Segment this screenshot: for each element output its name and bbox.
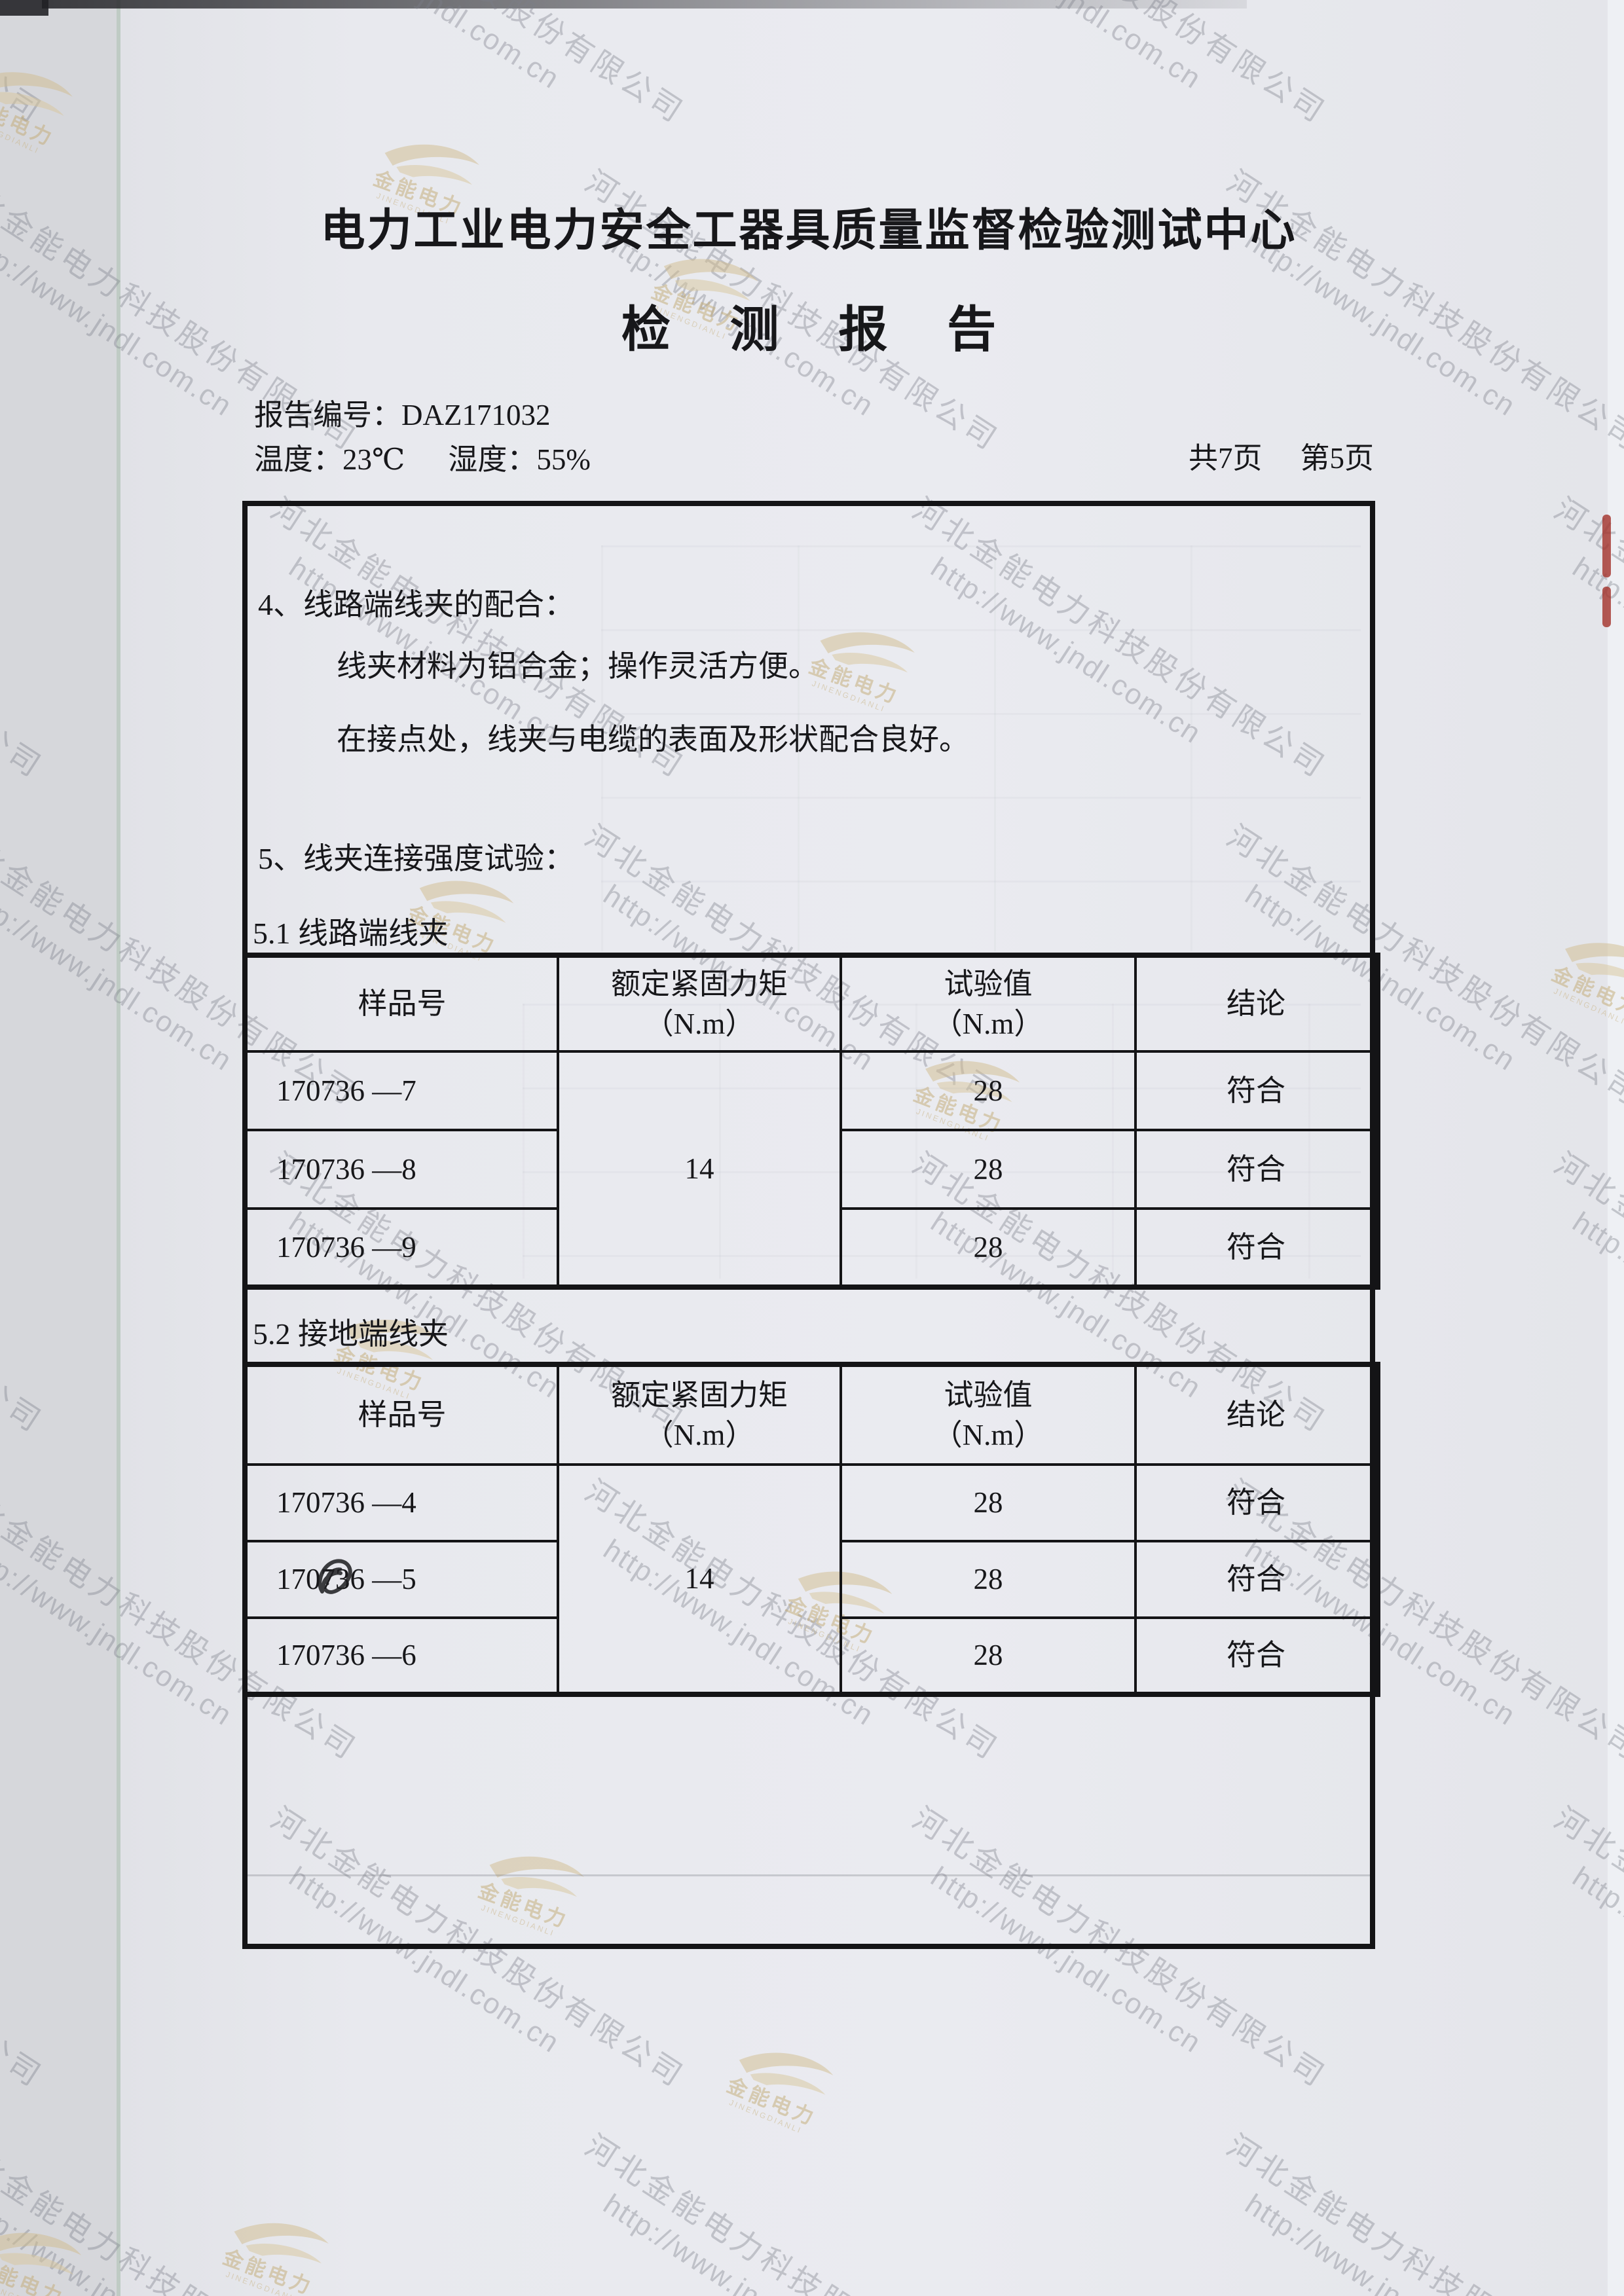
report-title: 检 测 报 告	[621, 303, 1020, 357]
report-number-line: 报告编号：DAZ171032	[254, 391, 551, 433]
sample-id: 170736 —4	[244, 1463, 559, 1542]
table-row: 170736 —5 28 符合	[244, 1540, 1379, 1619]
section5-2-label: 5.2 接地端线夹	[253, 1317, 449, 1351]
current-page: 第5页	[1300, 442, 1374, 475]
scan-top-edge-shadow	[42, 0, 1247, 9]
table-row: 170736 —8 28 符合	[244, 1129, 1379, 1210]
page-showthrough	[601, 545, 1361, 951]
table-row: 170736 —4 14 28 符合	[244, 1463, 1379, 1696]
line-end-clamp-table: 样品号 额定紧固力矩 （N.m） 试验值 （N.m） 结论 170736 —7 …	[242, 953, 1380, 1290]
section4-line1: 线夹材料为铝合金；操作灵活方便。	[337, 649, 819, 683]
sample-id: 170736 —6	[244, 1616, 559, 1696]
result-value: 符合	[1134, 1540, 1379, 1619]
scan-corner-shadow	[0, 0, 48, 16]
col-header-torque: 额定紧固力矩 （N.m）	[557, 954, 842, 1053]
test-value: 28	[840, 1050, 1137, 1131]
sample-id: 170736 —5	[244, 1540, 559, 1619]
col-header-test-line2: （N.m）	[932, 1007, 1044, 1040]
table-header-row: 样品号 额定紧固力矩 （N.m） 试验值 （N.m） 结论	[244, 954, 1379, 1053]
section4-title: 4、线路端线夹的配合：	[258, 588, 574, 621]
col-header-result: 结论	[1134, 1363, 1379, 1466]
col-header-torque-line1: 额定紧固力矩	[610, 1378, 788, 1412]
humidity-value: 湿度：55%	[448, 443, 591, 476]
ink-smudge	[318, 1559, 352, 1594]
rated-torque-value: 14	[557, 1463, 842, 1696]
col-header-sample: 样品号	[244, 954, 559, 1053]
page-indicator: 共7页 第5页	[1189, 434, 1374, 477]
report-content: 电力工业电力安全工器具质量监督检验测试中心 检 测 报 告 报告编号：DAZ17…	[242, 0, 1380, 2296]
col-header-torque: 额定紧固力矩 （N.m）	[557, 1363, 842, 1466]
section5-title: 5、线夹连接强度试验：	[258, 842, 574, 875]
ground-end-clamp-table: 样品号 额定紧固力矩 （N.m） 试验值 （N.m） 结论 170736 —4 …	[242, 1362, 1380, 1697]
result-value: 符合	[1134, 1050, 1379, 1131]
col-header-torque-line2: （N.m）	[644, 1007, 755, 1040]
col-header-torque-line2: （N.m）	[644, 1418, 755, 1451]
test-value: 28	[840, 1207, 1137, 1288]
sample-id: 170736 —7	[244, 1050, 559, 1131]
scan-left-margin	[0, 0, 117, 2296]
sample-id: 170736 —9	[244, 1207, 559, 1288]
result-value: 符合	[1134, 1463, 1379, 1542]
result-value: 符合	[1134, 1207, 1379, 1288]
red-ink-mark	[1602, 587, 1611, 627]
temperature-value: 温度：23℃	[254, 443, 405, 476]
col-header-result: 结论	[1134, 954, 1379, 1053]
table-row: 170736 —7 14 28 符合	[244, 1050, 1379, 1288]
test-value: 28	[840, 1463, 1137, 1542]
col-header-test-line1: 试验值	[944, 1378, 1033, 1412]
col-header-test-line1: 试验值	[944, 967, 1033, 1000]
result-value: 符合	[1134, 1616, 1379, 1696]
report-body-frame: 4、线路端线夹的配合： 线夹材料为铝合金；操作灵活方便。 在接点处，线夹与电缆的…	[242, 501, 1380, 1949]
total-pages: 共7页	[1188, 442, 1263, 475]
scan-right-margin	[1608, 0, 1624, 2296]
result-value: 符合	[1134, 1129, 1379, 1210]
col-header-test: 试验值 （N.m）	[840, 1363, 1137, 1466]
section4-line2: 在接点处，线夹与电缆的表面及形状配合良好。	[337, 723, 969, 756]
col-header-test: 试验值 （N.m）	[840, 954, 1137, 1053]
test-value: 28	[840, 1129, 1137, 1210]
scan-crease-line	[248, 1874, 1370, 1876]
table-row: 170736 —9 28 符合	[244, 1207, 1379, 1288]
table-row: 170736 —6 28 符合	[244, 1616, 1379, 1696]
section5-1-label: 5.1 线路端线夹	[253, 917, 449, 950]
col-header-sample: 样品号	[244, 1363, 559, 1466]
test-value: 28	[840, 1540, 1137, 1619]
rated-torque-value: 14	[557, 1050, 842, 1288]
environment-line: 温度：23℃ 湿度：55%	[254, 435, 591, 478]
center-name-heading: 电力工业电力安全工器具质量监督检验测试中心	[320, 206, 1297, 255]
report-number-label: 报告编号：	[254, 399, 402, 431]
col-header-torque-line1: 额定紧固力矩	[610, 967, 788, 1000]
test-value: 28	[840, 1616, 1137, 1696]
red-ink-mark	[1602, 515, 1611, 577]
col-header-test-line2: （N.m）	[932, 1418, 1044, 1451]
report-number-value: DAZ171032	[401, 399, 551, 431]
table-header-row: 样品号 额定紧固力矩 （N.m） 试验值 （N.m） 结论	[244, 1363, 1379, 1466]
sample-id: 170736 —8	[244, 1129, 559, 1210]
page-fold-line	[117, 0, 120, 2296]
